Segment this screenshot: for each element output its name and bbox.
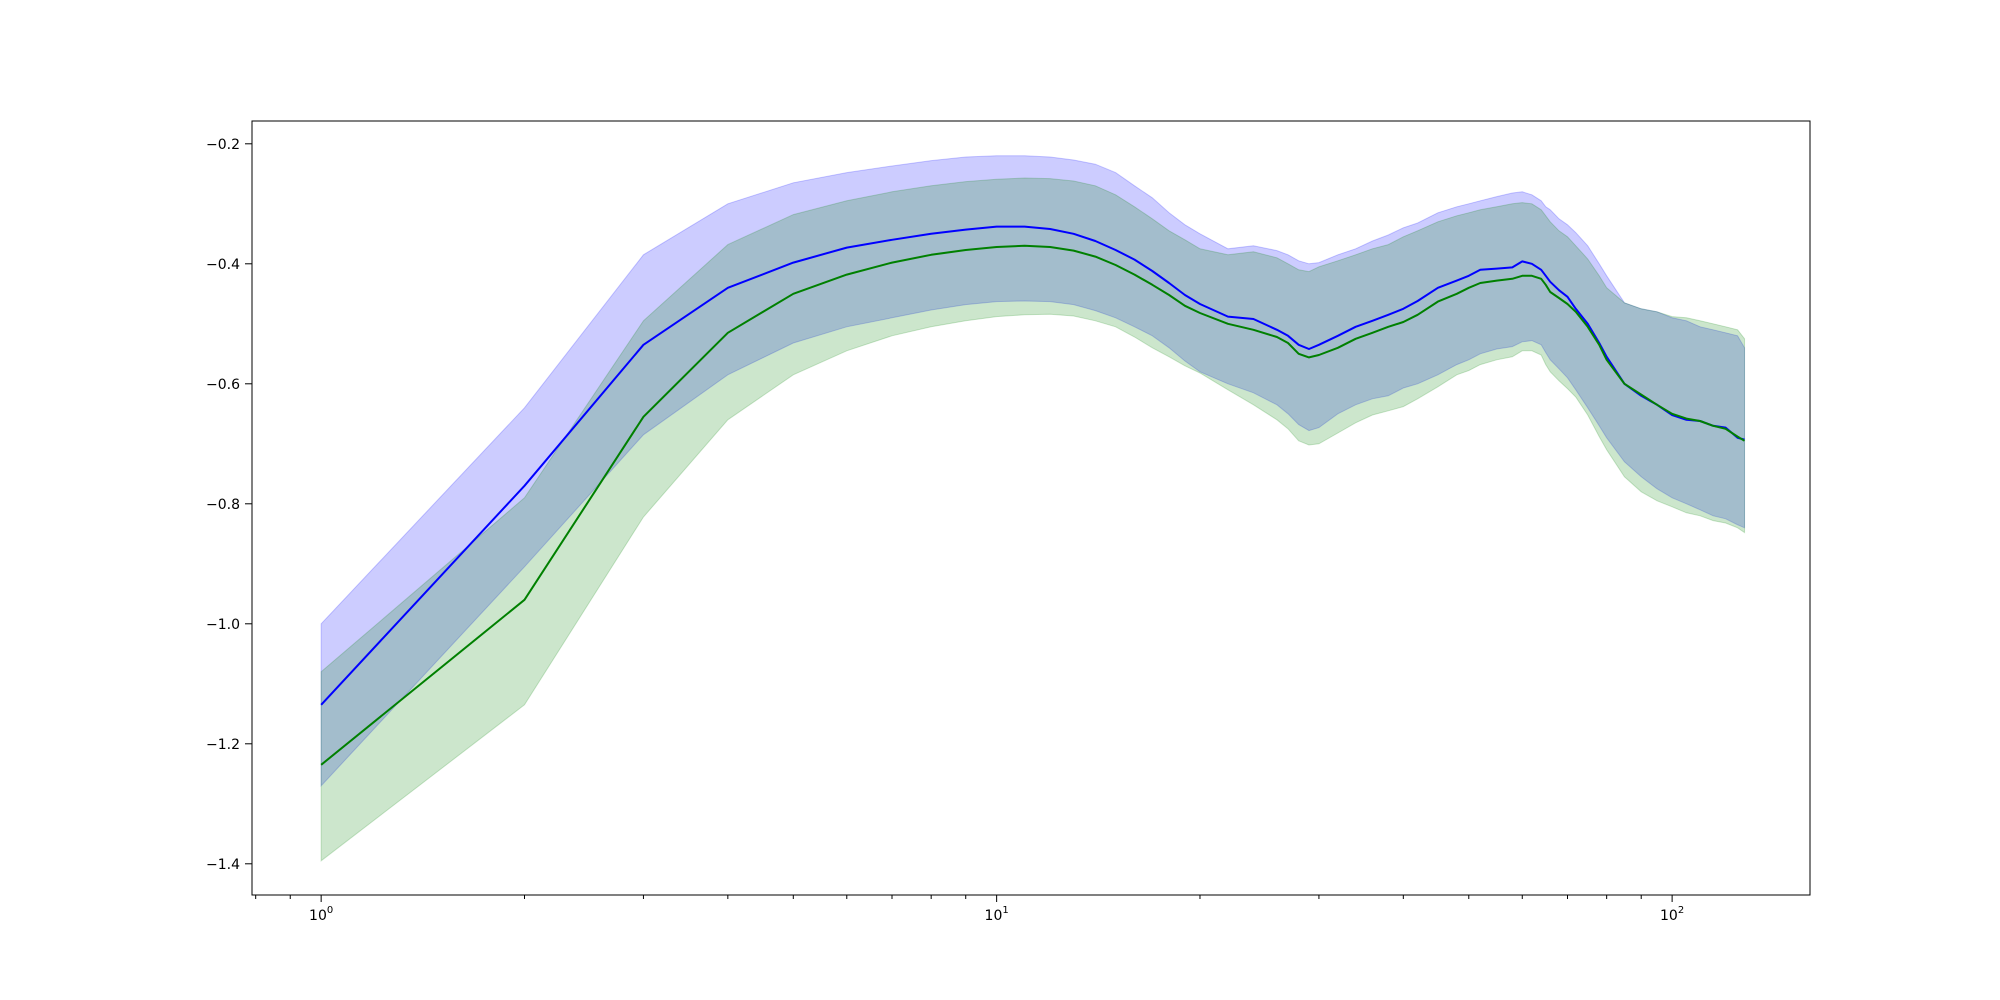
y-tick-label: −0.8 — [206, 497, 240, 513]
y-tick-label: −1.2 — [206, 737, 240, 753]
y-tick-label: −0.4 — [206, 257, 240, 273]
confidence-bands — [320, 155, 1746, 862]
series-1-band — [320, 177, 1746, 862]
series-0-line — [320, 225, 1745, 706]
series-1-line — [320, 244, 1746, 766]
x-axis: 100 101 102 — [255, 895, 1684, 924]
y-tick-label: −1.4 — [206, 857, 240, 873]
x-tick-label: 102 — [1660, 905, 1684, 924]
series-0-band — [320, 155, 1746, 788]
y-tick-label: −0.6 — [206, 377, 240, 393]
series-lines — [320, 225, 1746, 766]
plot-frame — [251, 120, 1811, 896]
y-tick-label: −0.2 — [206, 137, 240, 153]
x-tick-label: 101 — [985, 905, 1009, 924]
y-tick-label: −1.0 — [206, 617, 240, 633]
y-axis: −0.2 −0.4 −0.6 −0.8 −1.0 −1.2 −1.4 — [206, 137, 252, 873]
x-tick-label: 100 — [309, 905, 333, 924]
